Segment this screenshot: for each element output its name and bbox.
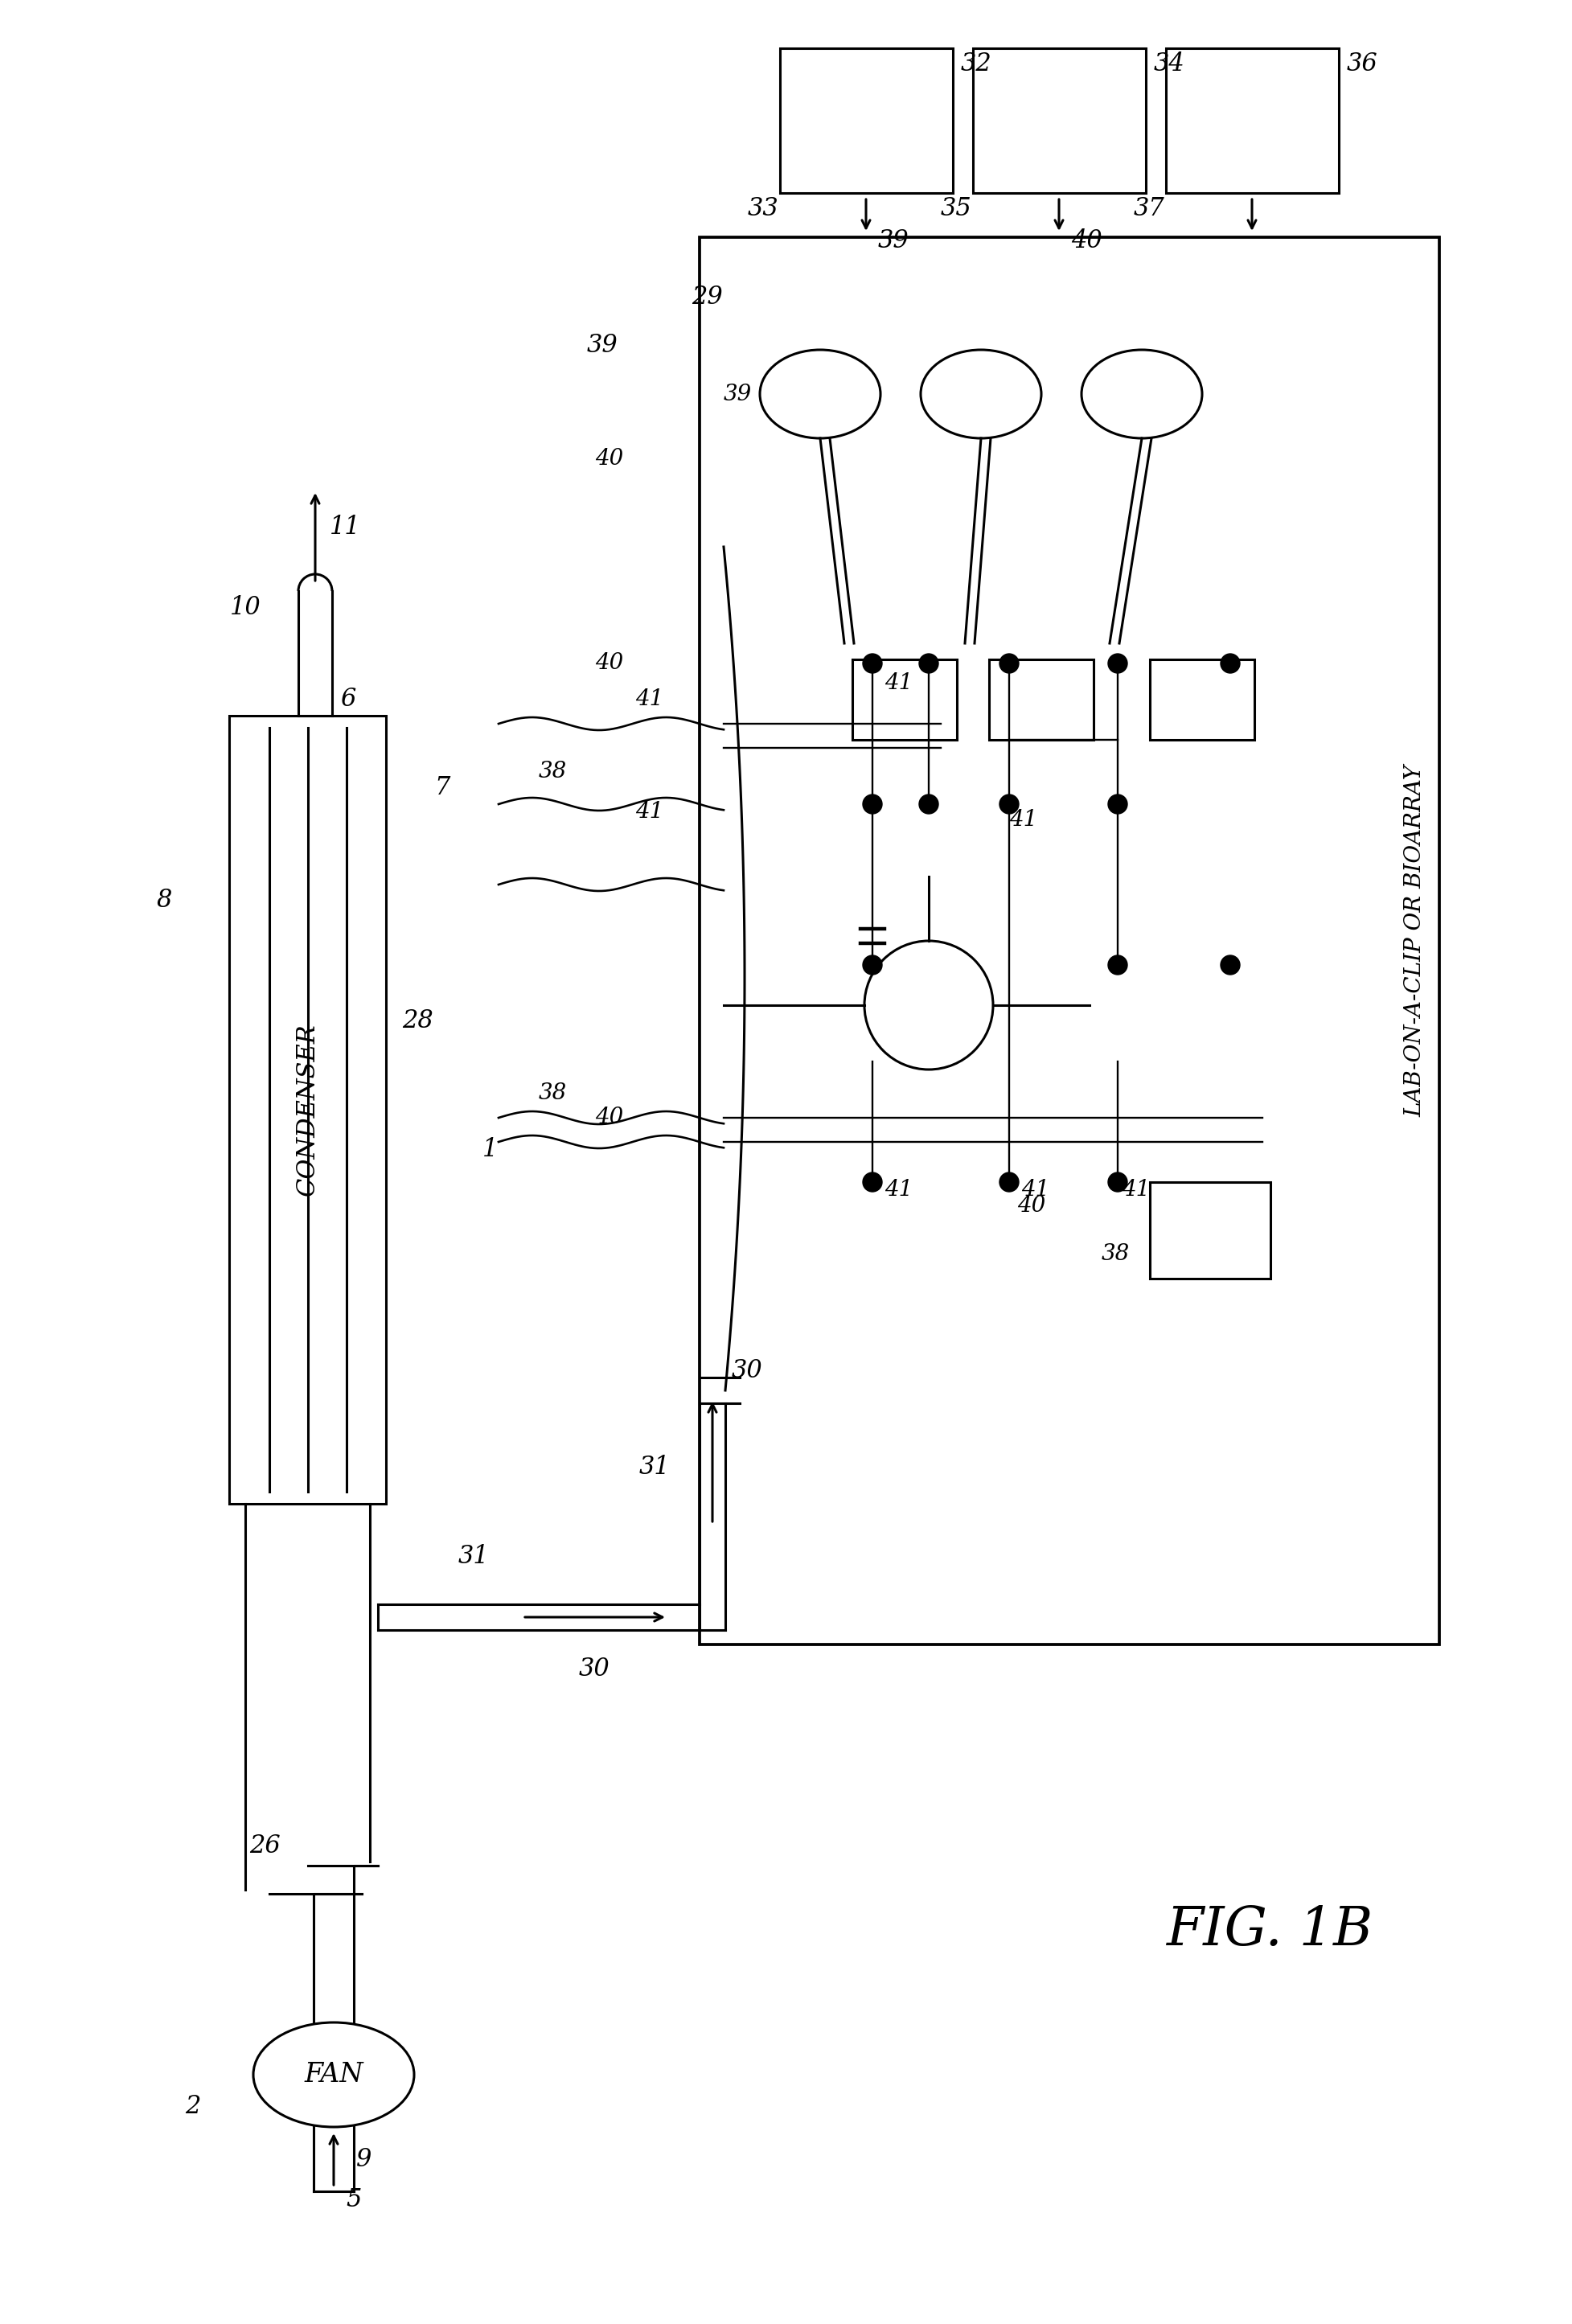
- Text: 38: 38: [1100, 1243, 1129, 1264]
- Circle shape: [863, 955, 882, 974]
- Text: 28: 28: [402, 1009, 432, 1034]
- Circle shape: [863, 1171, 882, 1192]
- Text: 9: 9: [355, 2147, 371, 2171]
- Bar: [1165, 49, 1338, 193]
- Text: 38: 38: [539, 1083, 567, 1104]
- Text: 29: 29: [692, 286, 722, 309]
- Text: 40: 40: [594, 449, 623, 469]
- Text: 41: 41: [883, 672, 912, 695]
- Bar: [989, 660, 1093, 739]
- Text: 36: 36: [1346, 51, 1377, 77]
- Text: FIG. 1B: FIG. 1B: [1165, 1903, 1372, 1957]
- Text: 11: 11: [330, 514, 360, 539]
- Text: 39: 39: [723, 383, 751, 404]
- Circle shape: [863, 795, 882, 813]
- Circle shape: [1107, 955, 1127, 974]
- Circle shape: [998, 653, 1019, 674]
- Bar: [230, 716, 385, 1504]
- Circle shape: [863, 653, 882, 674]
- Text: 5: 5: [346, 2187, 362, 2212]
- Bar: [1149, 1183, 1270, 1278]
- Text: 26: 26: [248, 1834, 280, 1857]
- Text: 41: 41: [883, 1178, 912, 1202]
- Text: 39: 39: [586, 332, 618, 358]
- Text: 33: 33: [747, 198, 778, 221]
- Bar: [780, 49, 953, 193]
- Circle shape: [1107, 1171, 1127, 1192]
- Text: 40: 40: [1017, 1195, 1045, 1218]
- Text: LAB-ON-A-CLIP OR BIOARRAY: LAB-ON-A-CLIP OR BIOARRAY: [1404, 765, 1426, 1118]
- Text: 41: 41: [1020, 1178, 1049, 1202]
- Circle shape: [1220, 955, 1239, 974]
- Text: 31: 31: [457, 1543, 489, 1569]
- Text: 40: 40: [1071, 228, 1102, 253]
- Text: 34: 34: [1154, 51, 1184, 77]
- Circle shape: [998, 795, 1019, 813]
- Circle shape: [918, 653, 938, 674]
- Text: 10: 10: [230, 595, 261, 621]
- Text: 40: 40: [594, 653, 623, 674]
- Text: 41: 41: [635, 802, 663, 823]
- Circle shape: [1107, 795, 1127, 813]
- Text: 41: 41: [1121, 1178, 1149, 1202]
- Text: 32: 32: [960, 51, 992, 77]
- Text: 8: 8: [157, 888, 173, 913]
- Text: 31: 31: [638, 1455, 670, 1480]
- Circle shape: [998, 1171, 1019, 1192]
- Text: CONDENSER: CONDENSER: [294, 1023, 319, 1197]
- Circle shape: [1107, 653, 1127, 674]
- Text: 6: 6: [340, 688, 355, 711]
- Text: 38: 38: [539, 762, 567, 783]
- Text: 41: 41: [635, 688, 663, 711]
- Text: 1: 1: [483, 1136, 498, 1162]
- Bar: [973, 49, 1146, 193]
- Text: 30: 30: [731, 1360, 762, 1383]
- Bar: [700, 237, 1438, 1645]
- Text: 37: 37: [1133, 198, 1165, 221]
- Text: 7: 7: [434, 776, 450, 799]
- Bar: [852, 660, 956, 739]
- Text: 30: 30: [578, 1657, 610, 1680]
- Text: 2: 2: [185, 2094, 200, 2119]
- Circle shape: [918, 795, 938, 813]
- Circle shape: [1220, 653, 1239, 674]
- Bar: [1149, 660, 1254, 739]
- Text: 39: 39: [877, 228, 909, 253]
- Text: FAN: FAN: [303, 2061, 363, 2087]
- Text: 40: 40: [594, 1106, 623, 1129]
- Text: 41: 41: [1009, 809, 1038, 832]
- Text: 35: 35: [940, 198, 971, 221]
